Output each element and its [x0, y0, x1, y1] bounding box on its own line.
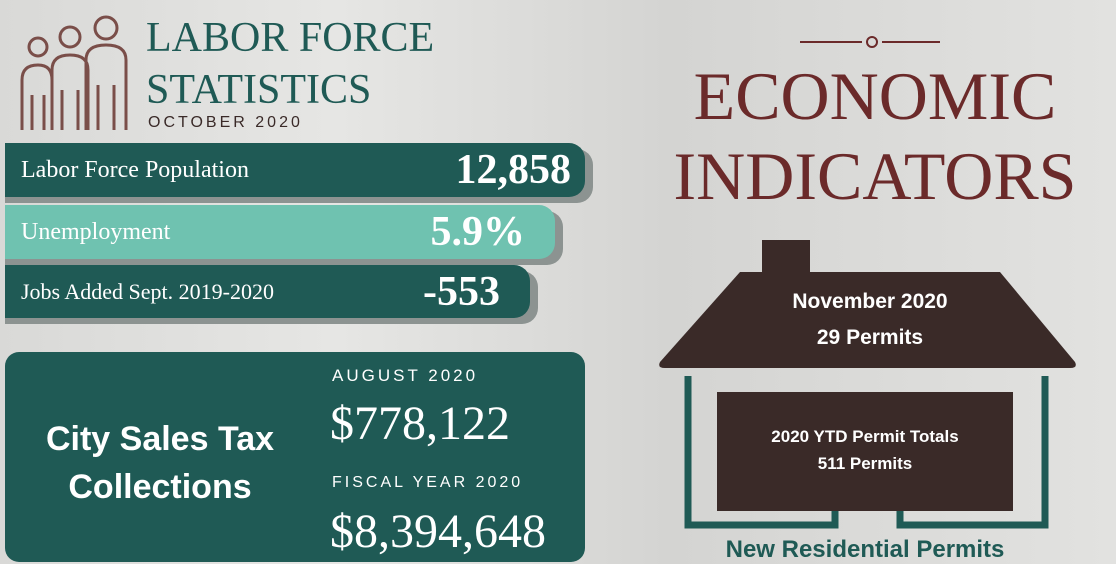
- stat-value: 12,858: [455, 147, 572, 193]
- stat-value: 5.9%: [430, 209, 526, 255]
- ornament: [800, 36, 940, 48]
- title: LABOR FORCE: [146, 15, 435, 61]
- title: STATISTICS: [146, 67, 372, 113]
- sales-title: City Sales Tax Collections: [45, 420, 275, 506]
- amount: $8,394,648: [330, 505, 546, 558]
- stat-label: Labor Force Population: [21, 156, 249, 183]
- stat-row: Unemployment 5.9%: [5, 205, 555, 259]
- ytd-label: 2020 YTD Permit Totals: [771, 427, 959, 446]
- permit-month: November 2020: [792, 290, 948, 313]
- permit-count: 29 Permits: [816, 326, 924, 349]
- amount: $778,122: [330, 397, 510, 450]
- subtitle: OCTOBER 2020: [148, 114, 303, 131]
- period: AUGUST 2020: [332, 366, 479, 385]
- stat-row: Jobs Added Sept. 2019-2020 -553: [5, 265, 530, 318]
- sales-box: [5, 352, 585, 562]
- stat-label: Unemployment: [21, 218, 171, 245]
- stat-row: Labor Force Population 12,858: [5, 143, 585, 197]
- walls: [684, 376, 1049, 529]
- ytd-count: 511 Permits: [817, 454, 913, 473]
- stat-value: -553: [423, 268, 500, 315]
- stat-label: Jobs Added Sept. 2019-2020: [21, 278, 274, 304]
- door-box: [717, 392, 1013, 511]
- roof: [659, 272, 1076, 368]
- heading: ECONOMIC: [693, 58, 1057, 134]
- heading: INDICATORS: [673, 138, 1077, 214]
- people-icon: [20, 15, 128, 130]
- period: FISCAL YEAR 2020: [332, 474, 524, 491]
- caption: New Residential Permits: [725, 536, 1005, 563]
